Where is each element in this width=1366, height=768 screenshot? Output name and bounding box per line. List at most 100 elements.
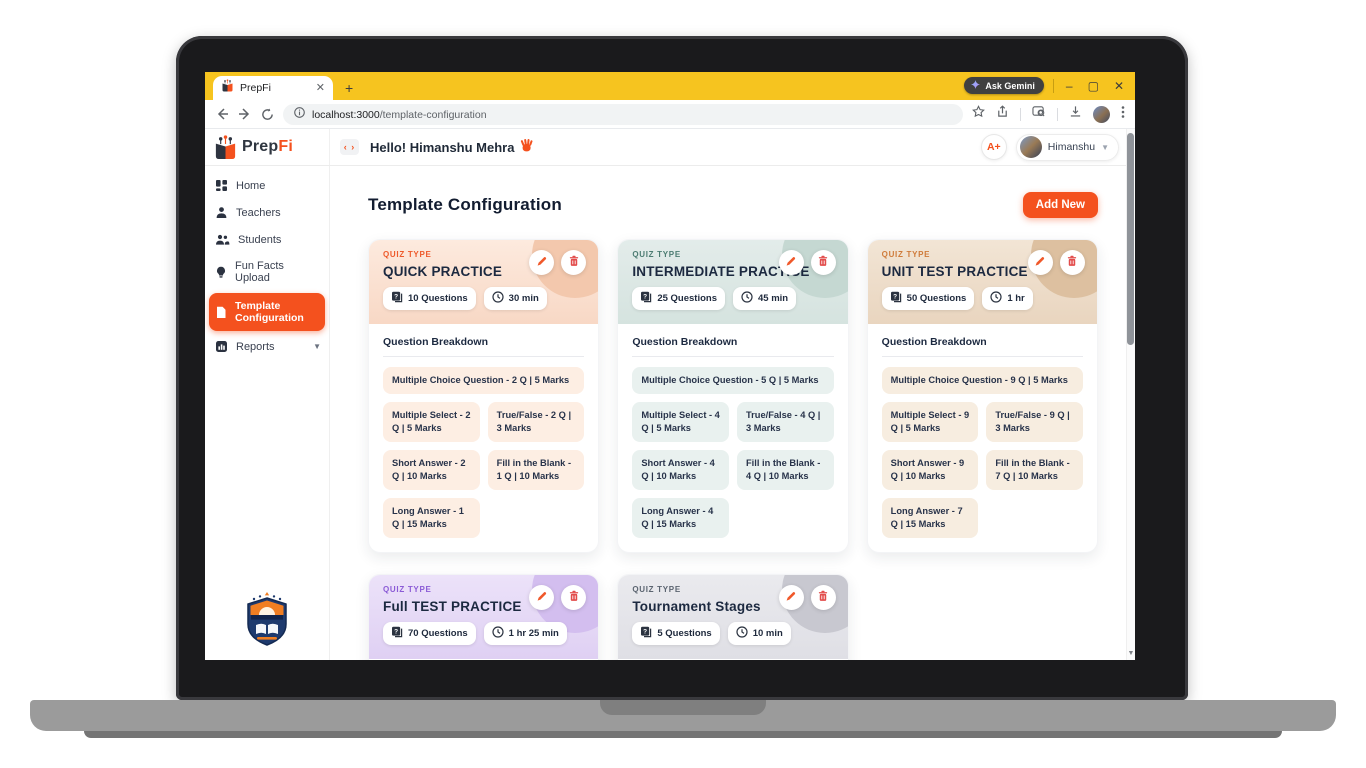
grade-badge[interactable]: A+ (980, 134, 1007, 160)
favicon-prepfi-icon (221, 79, 234, 97)
clock-icon (736, 626, 748, 641)
questions-count-pill: ? 70 Questions (383, 622, 476, 646)
app-header: PrepFi ‹ › Hello! Himanshu Mehra A+ Hima… (205, 129, 1135, 166)
quiz-template-card: QUIZ TYPE QUICK PRACTICE ? 10 Questions … (368, 239, 600, 554)
gemini-sparkle-icon (971, 80, 981, 91)
delete-button[interactable] (810, 585, 836, 611)
prepfi-logo[interactable]: PrepFi (205, 129, 330, 165)
logo-text-fi: Fi (278, 138, 293, 155)
download-icon[interactable] (1069, 105, 1082, 123)
reload-icon[interactable] (261, 107, 274, 121)
user-avatar (1019, 136, 1042, 158)
ask-gemini-button[interactable]: Ask Gemini (964, 77, 1044, 94)
question-breakdown-chip: Multiple Choice Question - 5 Q | 5 Marks (632, 367, 834, 395)
question-breakdown-chip: Short Answer - 2 Q | 10 Marks (383, 450, 480, 491)
edit-button[interactable] (778, 585, 804, 611)
pencil-icon (785, 589, 797, 607)
trash-icon (568, 254, 580, 272)
edit-button[interactable] (529, 585, 555, 611)
scrollbar-thumb[interactable] (1127, 133, 1134, 345)
sidebar-item-reports[interactable]: Reports ▼ (205, 333, 329, 360)
home-icon (215, 179, 228, 192)
svg-text:?: ? (893, 293, 897, 300)
clock-icon (492, 291, 504, 306)
quiz-template-card: QUIZ TYPE UNIT TEST PRACTICE ? 50 Questi… (866, 239, 1098, 554)
edit-button[interactable] (1027, 250, 1053, 275)
quiz-title: UNIT TEST PRACTICE (881, 264, 1028, 279)
breakdown-heading: Question Breakdown (383, 336, 489, 348)
duration-pill: 1 hr (982, 287, 1033, 310)
main-content: Template Configuration Add New QUIZ TYPE… (330, 166, 1135, 660)
quiz-type-label: QUIZ TYPE (632, 250, 681, 259)
pencil-icon (536, 254, 548, 272)
browser-profile-avatar[interactable] (1093, 105, 1110, 123)
sidebar-item-fun-facts-upload[interactable]: Fun Facts Upload ▼ (205, 253, 329, 291)
questions-icon: ? (640, 291, 652, 306)
greeting-text: Hello! Himanshu Mehra (370, 138, 534, 156)
scrollbar-down-arrow-icon[interactable]: ▼ (1127, 650, 1135, 657)
quiz-type-label: QUIZ TYPE (383, 250, 432, 259)
prepfi-logo-icon (215, 134, 236, 159)
quiz-template-card: QUIZ TYPE Full TEST PRACTICE ? 70 Questi… (368, 574, 600, 660)
window-maximize-button[interactable]: ▢ (1087, 78, 1099, 93)
questions-icon: ? (640, 626, 652, 641)
menu-kebab-icon[interactable] (1121, 105, 1125, 124)
page-scrollbar[interactable]: ▼ (1126, 129, 1135, 660)
questions-icon: ? (391, 626, 403, 641)
delete-button[interactable] (810, 250, 836, 275)
svg-text:?: ? (394, 629, 398, 636)
trash-icon (1066, 254, 1078, 272)
duration-pill: 10 min (727, 622, 791, 646)
question-breakdown-chip: Fill in the Blank - 7 Q | 10 Marks (986, 450, 1083, 491)
quiz-template-card: QUIZ TYPE INTERMEDIATE PRACTICE ? 25 Que… (617, 239, 849, 554)
user-name: Himanshu (1047, 141, 1096, 153)
window-close-button[interactable]: ✕ (1113, 78, 1124, 93)
window-minimize-button[interactable]: – (1065, 78, 1073, 93)
tab-close-icon[interactable]: ✕ (315, 81, 325, 94)
pencil-icon (1034, 254, 1046, 272)
trash-icon (817, 254, 829, 272)
tab-search-icon[interactable] (1032, 105, 1046, 123)
divider (383, 356, 585, 357)
new-tab-button[interactable]: + (345, 80, 354, 96)
back-icon[interactable] (215, 107, 229, 121)
browser-tab[interactable]: PrepFi ✕ (213, 76, 333, 100)
browser-tab-strip: PrepFi ✕ + Ask Gemini – ▢ ✕ (205, 72, 1135, 100)
sidebar-item-teachers[interactable]: Teachers ▼ (205, 199, 329, 226)
question-breakdown-chip: Multiple Choice Question - 9 Q | 5 Marks (881, 367, 1083, 395)
sidebar-item-template-configuration[interactable]: Template Configuration ▼ (209, 293, 325, 331)
question-breakdown-chip: True/False - 9 Q | 3 Marks (986, 402, 1083, 443)
forward-icon[interactable] (238, 107, 252, 121)
laptop-screen: PrepFi ✕ + Ask Gemini – ▢ ✕ (205, 72, 1135, 660)
delete-button[interactable] (561, 585, 587, 611)
questions-count-pill: ? 25 Questions (632, 287, 725, 310)
delete-button[interactable] (1059, 250, 1085, 275)
bookmark-star-icon[interactable] (972, 105, 985, 123)
share-icon[interactable] (996, 105, 1009, 123)
quiz-title: QUICK PRACTICE (383, 264, 503, 279)
collapse-sidebar-icon[interactable]: ‹ › (340, 139, 359, 155)
svg-text:?: ? (643, 293, 647, 300)
question-breakdown-chip: Short Answer - 4 Q | 10 Marks (632, 450, 729, 491)
school-crest-logo (242, 591, 292, 654)
edit-button[interactable] (529, 250, 555, 275)
question-breakdown-chip: Long Answer - 4 Q | 15 Marks (632, 498, 729, 539)
site-info-icon[interactable] (294, 105, 305, 123)
add-new-button[interactable]: Add New (1022, 192, 1098, 218)
edit-button[interactable] (778, 250, 804, 275)
url-field[interactable]: localhost:3000/template-configuration (283, 103, 963, 125)
teacher-icon (215, 206, 228, 219)
reports-icon (215, 340, 228, 353)
sidebar-item-students[interactable]: Students ▼ (205, 226, 329, 253)
questions-icon: ? (890, 291, 902, 306)
sidebar-item-home[interactable]: Home ▼ (205, 172, 329, 199)
user-menu[interactable]: Himanshu ▼ (1015, 133, 1119, 161)
questions-count-pill: ? 50 Questions (881, 287, 975, 310)
breakdown-heading: Question Breakdown (881, 336, 987, 348)
lightbulb-icon (215, 266, 227, 279)
chevron-down-icon: ▼ (1101, 142, 1109, 152)
delete-button[interactable] (561, 250, 587, 275)
students-icon (215, 233, 230, 246)
pencil-icon (785, 254, 797, 272)
waving-hand-icon (519, 138, 534, 156)
